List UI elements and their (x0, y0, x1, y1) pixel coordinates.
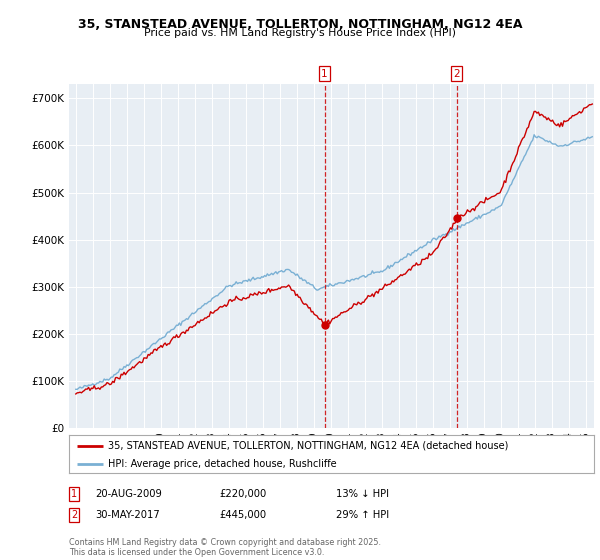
Text: 2: 2 (71, 510, 77, 520)
Text: 1: 1 (71, 489, 77, 499)
Text: 30-MAY-2017: 30-MAY-2017 (95, 510, 160, 520)
Text: 13% ↓ HPI: 13% ↓ HPI (336, 489, 389, 499)
Text: Price paid vs. HM Land Registry's House Price Index (HPI): Price paid vs. HM Land Registry's House … (144, 28, 456, 38)
Text: Contains HM Land Registry data © Crown copyright and database right 2025.
This d: Contains HM Land Registry data © Crown c… (69, 538, 381, 557)
Text: 35, STANSTEAD AVENUE, TOLLERTON, NOTTINGHAM, NG12 4EA (detached house): 35, STANSTEAD AVENUE, TOLLERTON, NOTTING… (109, 441, 509, 451)
Text: 1: 1 (321, 69, 328, 79)
Text: 29% ↑ HPI: 29% ↑ HPI (336, 510, 389, 520)
Text: HPI: Average price, detached house, Rushcliffe: HPI: Average price, detached house, Rush… (109, 459, 337, 469)
Text: 2: 2 (453, 69, 460, 79)
Text: 20-AUG-2009: 20-AUG-2009 (95, 489, 161, 499)
Text: £220,000: £220,000 (219, 489, 266, 499)
Text: 35, STANSTEAD AVENUE, TOLLERTON, NOTTINGHAM, NG12 4EA: 35, STANSTEAD AVENUE, TOLLERTON, NOTTING… (78, 18, 522, 31)
Text: £445,000: £445,000 (219, 510, 266, 520)
